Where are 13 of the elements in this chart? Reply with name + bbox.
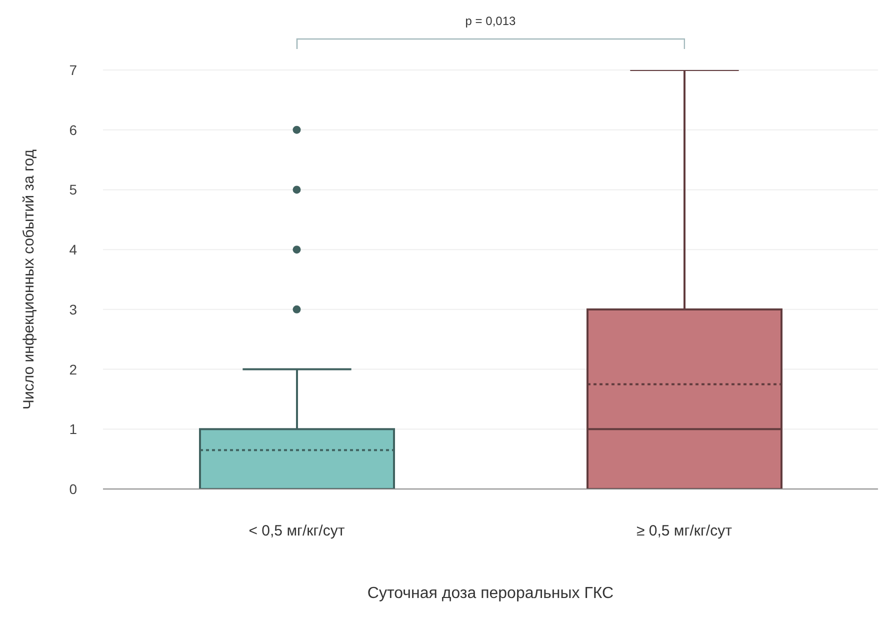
y-tick-label: 0 — [69, 480, 78, 497]
y-tick-label: 2 — [69, 361, 78, 378]
y-tick-label: 3 — [69, 301, 78, 318]
y-axis-title: Число инфекционных событий за год — [20, 149, 38, 410]
y-tick-label: 4 — [69, 242, 78, 258]
y-tick-label: 6 — [69, 122, 78, 138]
x-tick-label: < 0,5 мг/кг/сут — [248, 522, 345, 540]
y-tick-label: 5 — [69, 182, 78, 198]
x-axis-title: Суточная доза пероральных ГКС — [367, 585, 614, 602]
text: p = 0,013 — [464, 14, 517, 28]
y-tick-label: 1 — [69, 421, 78, 438]
y-tick-label: 7 — [69, 62, 78, 78]
x-tick-label: ≥ 0,5 мг/кг/сут — [636, 522, 732, 540]
